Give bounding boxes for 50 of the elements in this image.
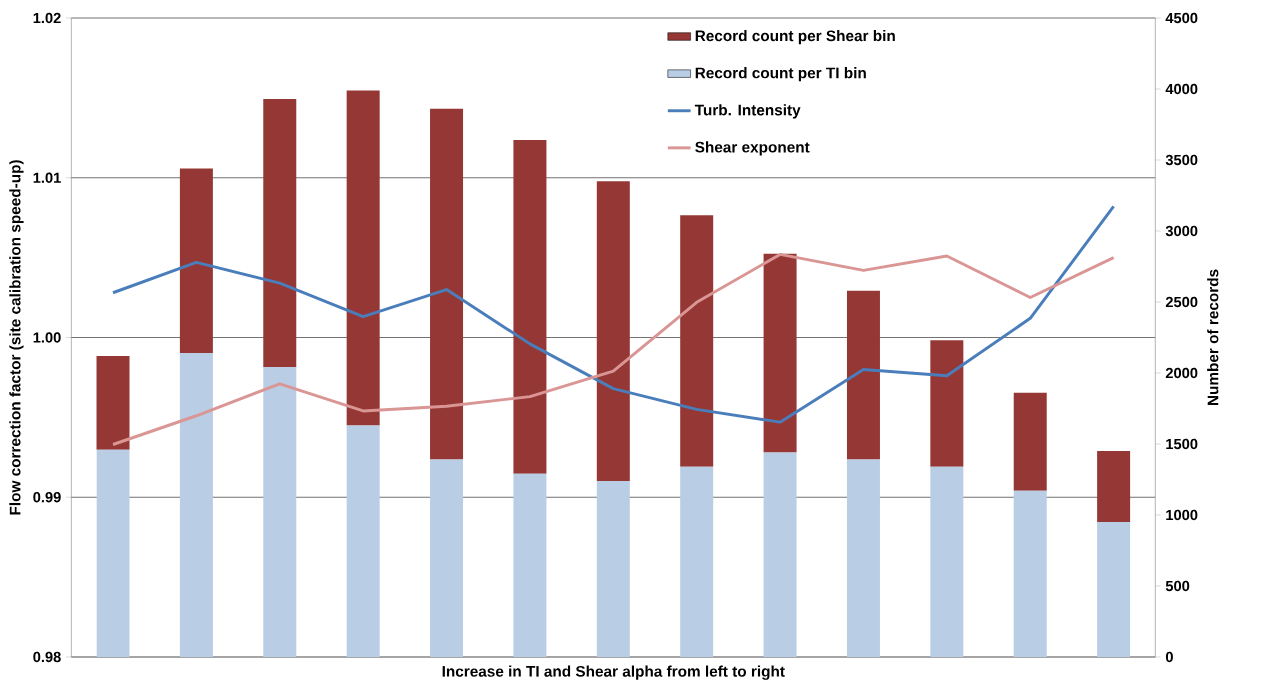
y-axis-title: Flow correction factor (site calibration speed-up) [9,160,24,515]
y2-axis-title: Number of records [1207,269,1219,405]
bar [596,181,630,481]
y-tick-label: 1.02 [33,12,61,24]
bar [96,449,130,657]
y2-tick-label: 0 [1165,651,1173,663]
bar [596,480,630,657]
bar [763,452,797,657]
bar [1013,490,1047,657]
y-tick-label: 1.01 [33,172,61,183]
bar [263,367,297,657]
line-series [111,252,1116,446]
bar [346,425,380,657]
bar [1013,392,1047,491]
y2-tick-label: 500 [1165,580,1190,592]
bar [430,108,464,460]
y2-tick-label: 2500 [1165,296,1198,308]
bar [1097,521,1131,657]
y2-tick-label: 1000 [1166,509,1198,521]
bar [680,466,714,657]
y2-tick-label: 4000 [1165,83,1198,95]
y2-tick-label: 2000 [1165,367,1198,379]
bar [930,340,964,467]
y2-tick-label: 3500 [1165,154,1198,166]
bar [763,253,797,453]
bar [346,90,380,426]
line-series [111,204,1116,424]
bar [846,290,880,460]
y2-tick-label: 3000 [1165,225,1198,237]
y-tick-label: 0.99 [33,491,61,503]
y2-tick-label: 4500 [1165,12,1198,24]
y2-tick-label: 1500 [1166,438,1198,450]
bar [179,352,213,657]
bar [430,459,464,657]
bar [513,139,547,474]
bar [1097,450,1131,522]
bar [179,168,213,353]
bar [930,466,964,657]
bar [680,215,714,467]
bar [846,459,880,657]
bar [513,473,547,657]
legend-label: Shear exponent [695,141,810,156]
legend-label: Turb. Intensity [694,104,801,119]
bar [96,355,130,450]
bar [263,98,297,368]
legend-label: Record count per Shear bin [695,29,895,45]
x-axis-title: Increase in TI and Shear alpha from left to right [442,665,785,680]
y-tick-label: 1.00 [33,332,61,343]
legend-label: Record count per TI bin [695,66,866,82]
y-tick-label: 0.98 [33,651,61,663]
